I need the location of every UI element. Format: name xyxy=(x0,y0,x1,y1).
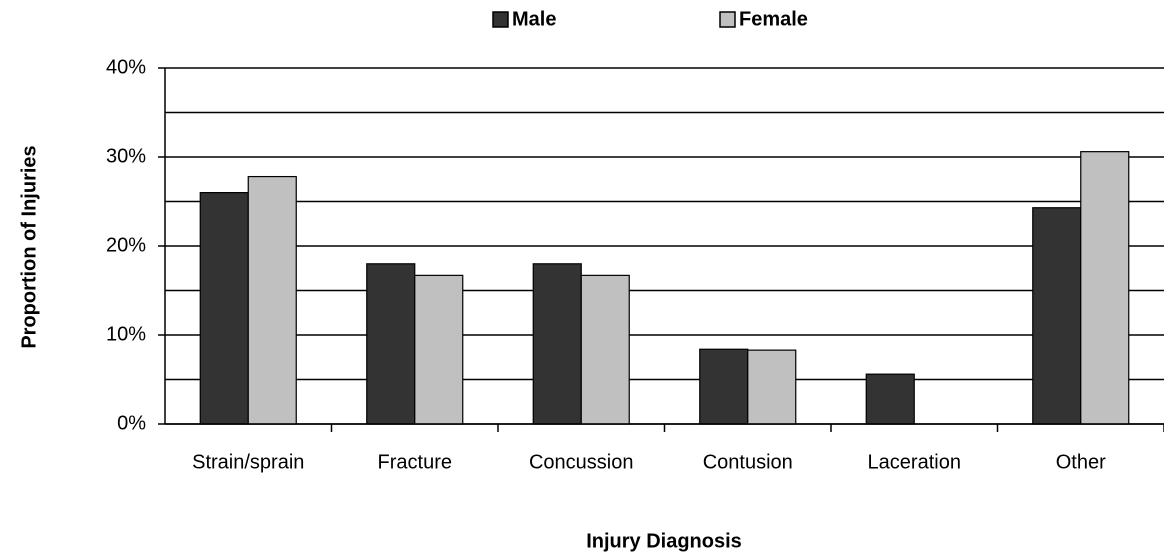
bar xyxy=(1080,151,1130,425)
x-tick-label: Concussion xyxy=(529,451,634,473)
x-tick-label: Laceration xyxy=(868,451,961,473)
y-tick-label: 40% xyxy=(106,56,146,78)
x-tick-label: Contusion xyxy=(703,451,793,473)
bar xyxy=(699,348,749,425)
legend-label: Male xyxy=(512,8,556,30)
y-tick-label: 0% xyxy=(117,412,146,434)
bar xyxy=(414,274,464,425)
bar xyxy=(1032,207,1082,425)
y-tick-label: 10% xyxy=(106,323,146,345)
legend-swatch xyxy=(719,11,736,28)
bar xyxy=(366,263,416,425)
y-tick-label: 20% xyxy=(106,234,146,256)
x-tick-label: Fracture xyxy=(378,451,452,473)
legend-label: Female xyxy=(739,8,808,30)
bar xyxy=(532,263,582,425)
bar xyxy=(865,373,915,425)
bar xyxy=(747,349,797,425)
y-tick-label: 30% xyxy=(106,145,146,167)
bar xyxy=(247,175,297,425)
bar xyxy=(580,274,630,425)
bar xyxy=(199,192,249,425)
x-axis-label: Injury Diagnosis xyxy=(586,530,742,552)
x-tick-label: Strain/sprain xyxy=(192,451,304,473)
legend-swatch xyxy=(492,11,509,28)
y-axis-label: Proportion of Injuries xyxy=(18,145,40,348)
x-tick-label: Other xyxy=(1056,451,1106,473)
